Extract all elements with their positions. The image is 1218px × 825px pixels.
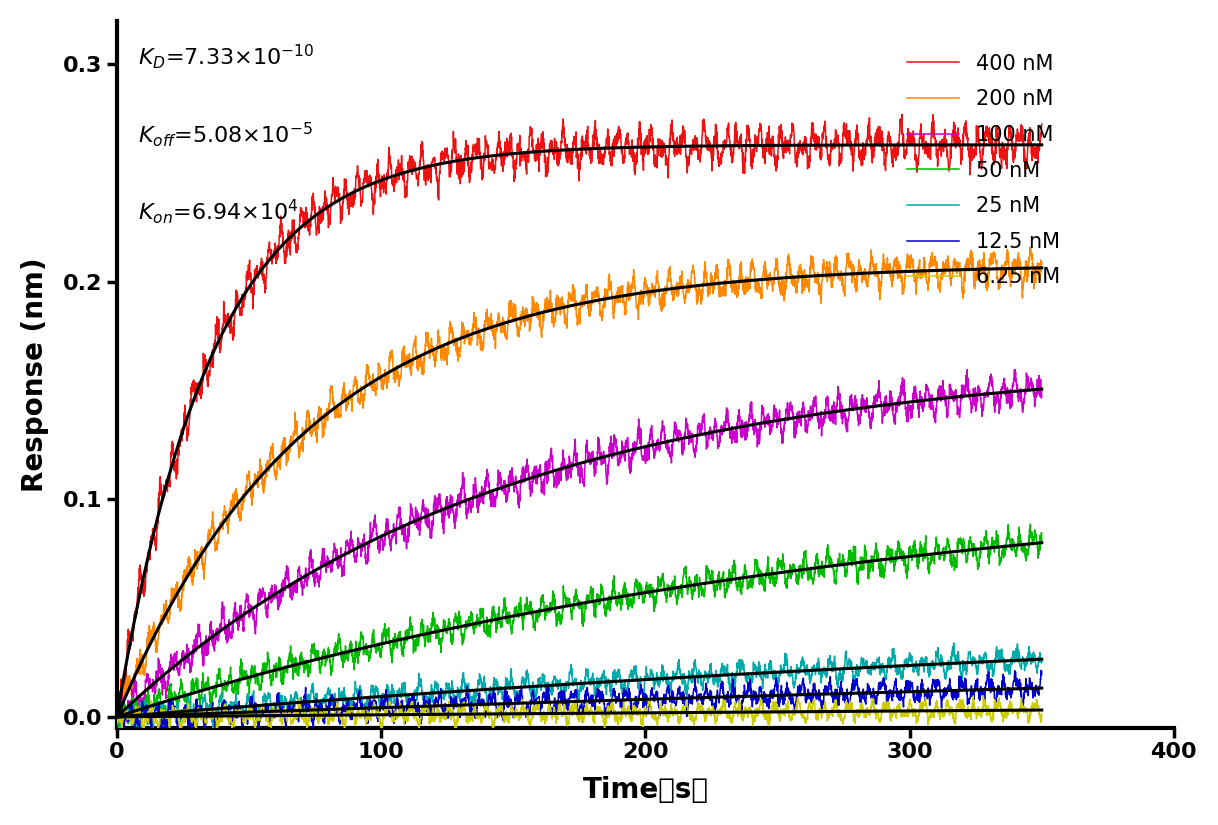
Text: $K_D$=7.33×10$^{-10}$: $K_D$=7.33×10$^{-10}$ bbox=[138, 42, 314, 71]
25 nM bbox=[110, 716, 124, 726]
100 nM bbox=[110, 720, 124, 730]
Line: 12.5 nM: 12.5 nM bbox=[117, 671, 1041, 732]
Text: $K_{off}$=5.08×10$^{-5}$: $K_{off}$=5.08×10$^{-5}$ bbox=[138, 120, 313, 148]
25 nM bbox=[303, 691, 318, 700]
200 nM bbox=[110, 712, 124, 722]
50 nM bbox=[963, 531, 978, 541]
X-axis label: Time（s）: Time（s） bbox=[582, 776, 709, 804]
25 nM bbox=[445, 688, 459, 698]
Line: 50 nM: 50 nM bbox=[117, 524, 1041, 738]
400 nM bbox=[659, 151, 674, 161]
400 nM bbox=[963, 143, 978, 153]
100 nM bbox=[962, 394, 977, 404]
200 nM bbox=[963, 248, 978, 258]
12.5 nM bbox=[1034, 666, 1049, 676]
Legend: 400 nM, 200 nM, 100 nM, 50 nM, 25 nM, 12.5 nM, 6.25 nM: 400 nM, 200 nM, 100 nM, 50 nM, 25 nM, 12… bbox=[899, 45, 1068, 296]
50 nM bbox=[110, 727, 124, 737]
Y-axis label: Response (nm): Response (nm) bbox=[21, 257, 49, 492]
100 nM bbox=[697, 418, 711, 428]
200 nM bbox=[1034, 259, 1049, 269]
100 nM bbox=[658, 439, 672, 449]
12.5 nM bbox=[698, 687, 713, 697]
25 nM bbox=[698, 670, 713, 680]
12.5 nM bbox=[445, 693, 459, 703]
6.25 nM bbox=[1034, 709, 1049, 719]
25 nM bbox=[659, 678, 674, 688]
12.5 nM bbox=[303, 701, 318, 711]
6.25 nM bbox=[659, 705, 674, 715]
6.25 nM bbox=[966, 691, 980, 700]
200 nM bbox=[445, 323, 459, 333]
400 nM bbox=[445, 159, 459, 169]
12.5 nM bbox=[110, 707, 124, 717]
50 nM bbox=[445, 632, 459, 642]
50 nM bbox=[303, 662, 318, 672]
100 nM bbox=[445, 495, 459, 505]
400 nM bbox=[111, 713, 125, 723]
6.25 nM bbox=[698, 716, 713, 726]
50 nM bbox=[698, 586, 713, 596]
Line: 200 nM: 200 nM bbox=[117, 248, 1041, 730]
200 nM bbox=[546, 322, 560, 332]
12.5 nM bbox=[546, 705, 560, 714]
Line: 400 nM: 400 nM bbox=[117, 115, 1041, 718]
25 nM bbox=[963, 654, 978, 664]
Line: 100 nM: 100 nM bbox=[117, 370, 1041, 725]
12.5 nM bbox=[1034, 669, 1049, 679]
25 nM bbox=[946, 638, 961, 648]
200 nM bbox=[698, 257, 713, 266]
100 nM bbox=[1007, 365, 1022, 375]
12.5 nM bbox=[659, 690, 674, 700]
400 nM bbox=[1034, 119, 1049, 129]
6.25 nM bbox=[546, 711, 560, 721]
Line: 6.25 nM: 6.25 nM bbox=[117, 695, 1041, 732]
50 nM bbox=[1023, 519, 1038, 529]
50 nM bbox=[111, 733, 125, 742]
400 nM bbox=[303, 221, 318, 231]
6.25 nM bbox=[110, 715, 124, 725]
400 nM bbox=[894, 110, 909, 120]
6.25 nM bbox=[302, 708, 317, 718]
6.25 nM bbox=[337, 727, 352, 737]
Text: $K_{on}$=6.94×10$^{4}$: $K_{on}$=6.94×10$^{4}$ bbox=[138, 197, 298, 226]
400 nM bbox=[698, 120, 713, 130]
100 nM bbox=[546, 469, 560, 479]
50 nM bbox=[659, 592, 674, 601]
50 nM bbox=[1034, 535, 1049, 545]
400 nM bbox=[110, 707, 124, 717]
25 nM bbox=[1034, 657, 1049, 667]
100 nM bbox=[1034, 384, 1049, 394]
200 nM bbox=[303, 417, 318, 427]
25 nM bbox=[113, 723, 128, 733]
200 nM bbox=[1023, 243, 1038, 252]
25 nM bbox=[546, 675, 560, 685]
200 nM bbox=[659, 287, 674, 297]
50 nM bbox=[546, 592, 560, 602]
12.5 nM bbox=[171, 727, 185, 737]
12.5 nM bbox=[963, 691, 978, 701]
Line: 25 nM: 25 nM bbox=[117, 643, 1041, 728]
200 nM bbox=[113, 725, 128, 735]
6.25 nM bbox=[963, 710, 978, 720]
400 nM bbox=[546, 143, 560, 153]
6.25 nM bbox=[445, 708, 459, 718]
100 nM bbox=[302, 547, 317, 557]
